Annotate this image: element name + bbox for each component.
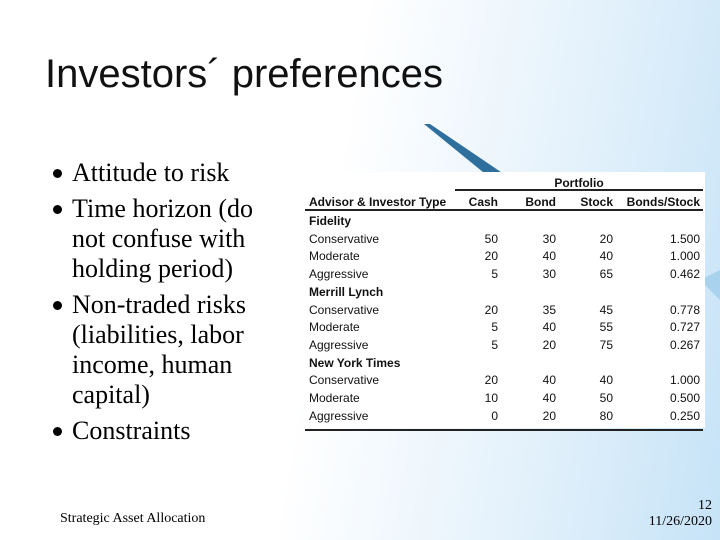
table-cell: 1.500	[669, 231, 700, 246]
row-label: Aggressive	[309, 408, 369, 423]
table-cell: 5	[491, 320, 498, 335]
table-cell: 20	[542, 337, 556, 352]
column-header: Bonds/Stock	[626, 195, 700, 209]
preferences-table: Portfolio Advisor & Investor Type Cash Bond…	[305, 172, 705, 432]
bullet-item: Attitude to risk	[52, 158, 282, 188]
table-cell: 20	[599, 231, 613, 246]
table-cell: 40	[599, 249, 613, 264]
table-cell: 65	[599, 267, 613, 282]
table-cell: 0	[491, 408, 498, 423]
table-cell: 50	[599, 391, 613, 405]
rule	[305, 209, 703, 211]
group-name: Fidelity	[309, 214, 352, 228]
bullet-item: Time horizon (do not confuse with holdin…	[52, 194, 282, 284]
corner-accent	[700, 270, 720, 300]
table-cell: 20	[484, 373, 498, 388]
table-cell: 20	[542, 408, 556, 423]
table-cell: 75	[599, 337, 613, 352]
table-cell: 20	[484, 302, 498, 317]
table-cell: 30	[542, 267, 556, 282]
slide-title: Investors´ preferences	[45, 52, 443, 96]
bullet-list: Attitude to risk Time horizon (do not con…	[52, 158, 282, 452]
column-header: Bond	[525, 195, 556, 209]
table-cell: 50	[484, 231, 498, 246]
column-header: Cash	[468, 195, 498, 209]
table-cell: 35	[542, 302, 556, 317]
bullet-text: Non-traded risks (liabilities, labor inc…	[72, 290, 247, 409]
date: 11/26/2020	[648, 514, 712, 529]
column-header: Advisor & Investor Type	[309, 195, 447, 209]
table-cell: 20	[484, 249, 498, 264]
row-label: Conservative	[309, 231, 380, 246]
row-label: Conservative	[309, 302, 380, 317]
page-number: 12	[698, 498, 712, 513]
bullet-text: Attitude to risk	[72, 158, 230, 187]
group-name: New York Times	[309, 355, 401, 370]
group-header: Portfolio	[554, 176, 604, 190]
table-cell: 40	[542, 373, 556, 388]
table-cell: 10	[484, 391, 498, 405]
table-cell: 0.462	[669, 267, 700, 282]
row-label: Aggressive	[309, 337, 369, 352]
bullet-dot	[53, 205, 62, 214]
table-cell: 1.000	[669, 249, 700, 264]
bullet-text: Constraints	[72, 416, 191, 445]
bullet-dot	[53, 301, 62, 310]
rule	[305, 429, 703, 432]
table-cell: 40	[599, 373, 613, 388]
table-cell: 0.267	[669, 337, 700, 352]
table-cell: 0.500	[669, 391, 700, 405]
row-label: Moderate	[309, 391, 360, 405]
rule	[455, 189, 703, 191]
bullet-dot	[53, 427, 62, 436]
table-cell: 40	[542, 320, 556, 335]
group-name: Merrill Lynch	[309, 284, 384, 299]
table-cell: 45	[599, 302, 613, 317]
column-header: Stock	[580, 195, 613, 209]
table-cell: 40	[542, 249, 556, 264]
bullet-text: Time horizon (do not confuse with holdin…	[72, 194, 254, 283]
row-label: Aggressive	[309, 267, 369, 282]
row-label: Conservative	[309, 373, 380, 388]
table-cell: 5	[491, 337, 498, 352]
table-cell: 1.000	[669, 373, 700, 388]
table-cell: 0.778	[669, 302, 700, 317]
bullet-item: Constraints	[52, 416, 282, 446]
table-cell: 30	[542, 231, 556, 246]
footer-text: Strategic Asset Allocation	[60, 511, 206, 526]
table-cell: 40	[542, 391, 556, 405]
table-cell: 80	[599, 408, 613, 423]
row-label: Moderate	[309, 249, 360, 264]
bullet-item: Non-traded risks (liabilities, labor inc…	[52, 290, 282, 410]
bullet-dot	[53, 169, 62, 178]
footer-info: 12 11/26/2020	[649, 498, 712, 530]
row-label: Moderate	[309, 320, 360, 335]
table-cell: 0.727	[669, 320, 700, 335]
table-cell: 0.250	[669, 408, 700, 423]
table-cell: 55	[599, 320, 613, 335]
table-cell: 5	[491, 267, 498, 282]
